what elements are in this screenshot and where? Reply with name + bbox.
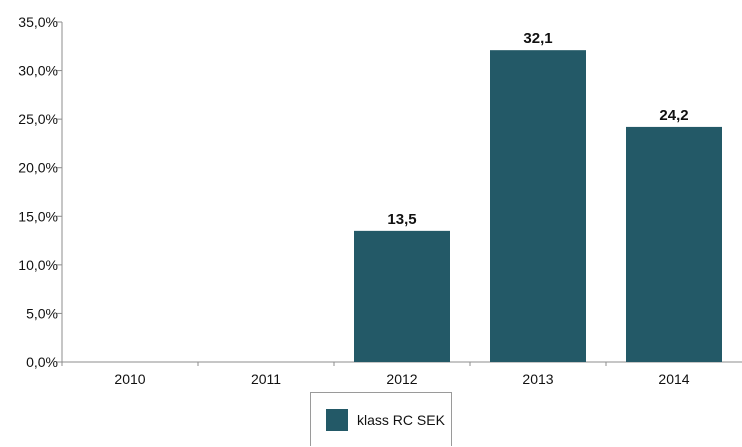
legend-swatch xyxy=(326,408,348,431)
x-tick-label: 2011 xyxy=(251,371,281,387)
y-tick-label: 15,0% xyxy=(18,208,58,224)
legend-label: klass RC SEK xyxy=(357,411,445,428)
legend: klass RC SEK xyxy=(310,392,452,446)
bar xyxy=(354,230,450,362)
y-tick-label: 0,0% xyxy=(26,354,58,370)
x-tick-label: 2012 xyxy=(386,371,417,387)
y-tick-label: 30,0% xyxy=(18,63,58,79)
y-tick-label: 5,0% xyxy=(26,305,58,321)
y-tick-label: 25,0% xyxy=(18,111,58,127)
y-tick-label: 10,0% xyxy=(18,257,58,273)
bar xyxy=(626,126,722,363)
x-tick-label: 2014 xyxy=(658,371,689,387)
data-label: 32,1 xyxy=(523,30,552,47)
x-tick-label: 2010 xyxy=(114,371,145,387)
data-label: 13,5 xyxy=(387,211,416,228)
x-tick-label: 2013 xyxy=(522,371,553,387)
y-tick-label: 20,0% xyxy=(18,160,58,176)
bar xyxy=(490,50,586,363)
y-tick-label: 35,0% xyxy=(18,14,58,30)
data-label: 24,2 xyxy=(659,107,688,124)
